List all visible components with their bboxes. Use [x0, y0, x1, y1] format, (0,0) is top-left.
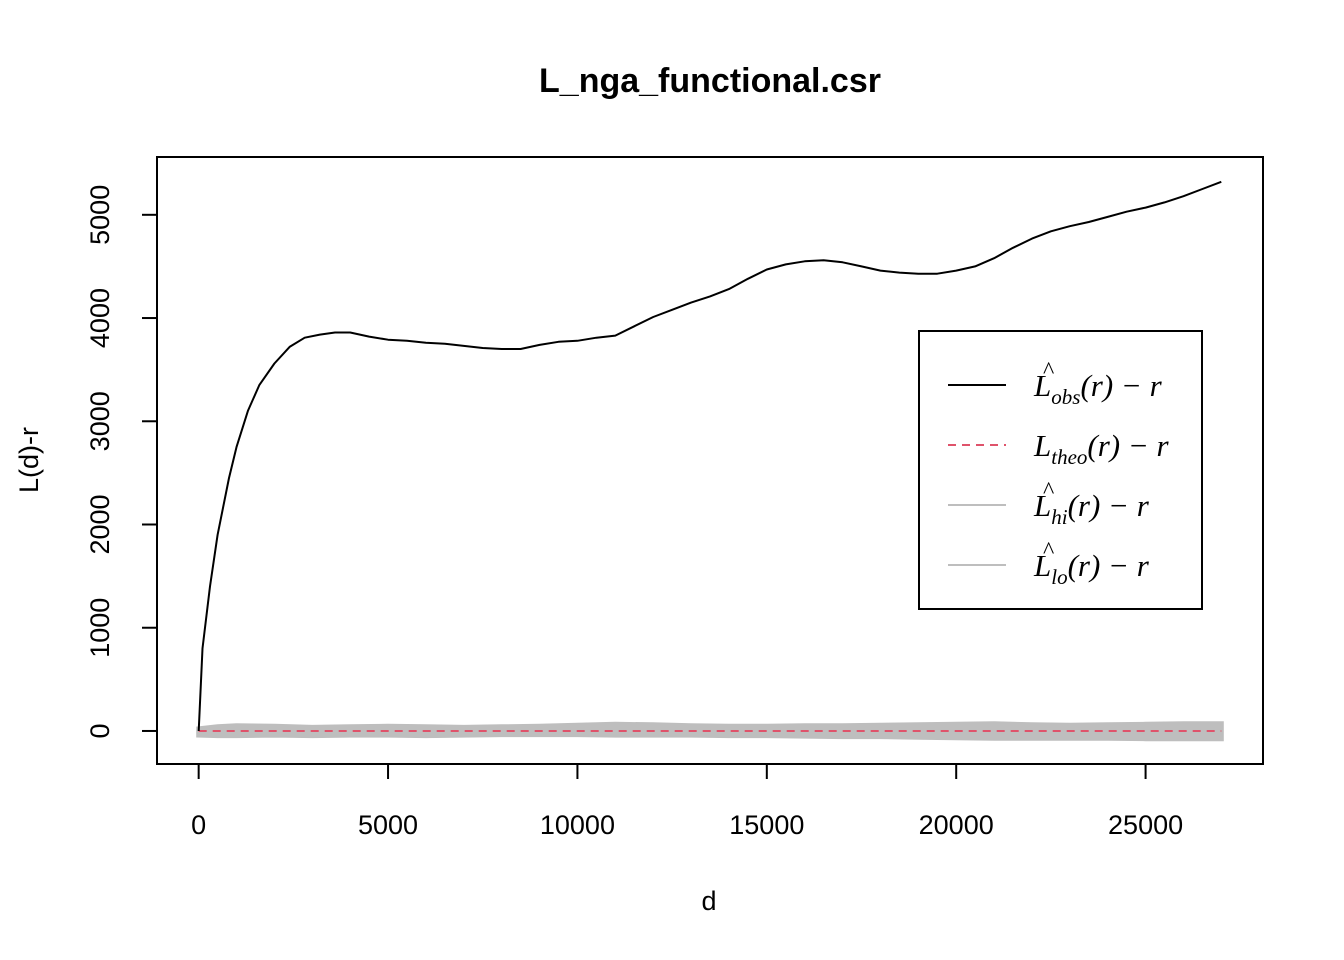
legend-item-lo: Llo(r) − r^: [948, 538, 1150, 589]
x-axis-label: d: [701, 886, 716, 916]
legend-item-hi: Lhi(r) − r^: [948, 478, 1150, 529]
x-tick-label: 10000: [540, 810, 615, 840]
y-tick-label: 1000: [85, 598, 115, 658]
y-tick-label: 3000: [85, 391, 115, 451]
legend-hat: ^: [1043, 538, 1054, 564]
x-tick-label: 0: [191, 810, 206, 840]
legend-label: Lobs(r) − r: [1033, 368, 1163, 409]
legend-hat: ^: [1043, 478, 1054, 504]
legend-hat: ^: [1043, 358, 1054, 384]
series-line-hi: [198, 722, 1222, 730]
axes: 0 5000 10000 15000 20000 25000 0 1000 2000 3000 40…: [85, 156, 1264, 840]
y-tick-label: 2000: [85, 494, 115, 554]
legend-label: Ltheo(r) − r: [1033, 428, 1170, 469]
y-tick-label: 5000: [85, 185, 115, 245]
series-line-lo: [198, 733, 1222, 740]
x-tick-label: 15000: [729, 810, 804, 840]
series-line-obs: [197, 180, 1222, 732]
x-tick-label: 20000: [919, 810, 994, 840]
legend-item-theo: Ltheo(r) − r: [948, 428, 1170, 469]
plot-area: [196, 180, 1224, 742]
y-axis-label: L(d)-r: [14, 427, 44, 493]
y-tick-label: 0: [85, 723, 115, 738]
x-tick-label: 25000: [1108, 810, 1183, 840]
legend-item-obs: Lobs(r) − r^: [948, 358, 1163, 409]
y-tick-label: 4000: [85, 288, 115, 348]
legend-label: Llo(r) − r: [1033, 548, 1150, 589]
legend-box: [918, 330, 1203, 610]
chart-title: L_nga_functional.csr: [539, 62, 881, 100]
legend-label: Lhi(r) − r: [1033, 488, 1150, 529]
x-tick-label: 5000: [358, 810, 418, 840]
